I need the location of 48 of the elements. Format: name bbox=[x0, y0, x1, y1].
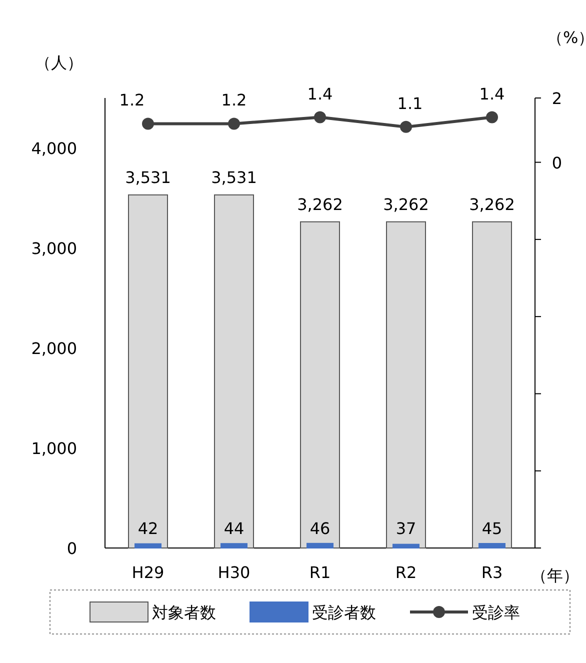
legend-label: 受診率 bbox=[472, 603, 520, 622]
data-label: 1.4 bbox=[479, 84, 505, 104]
x-axis-title: （年） bbox=[531, 566, 579, 585]
bar bbox=[300, 221, 340, 548]
data-label: 44 bbox=[224, 519, 244, 538]
data-label: 37 bbox=[396, 519, 416, 538]
bar bbox=[472, 221, 512, 548]
point bbox=[228, 118, 240, 130]
x-tick-label: R1 bbox=[309, 563, 331, 582]
y-tick-label: 2,000 bbox=[31, 339, 77, 358]
data-label: 3,531 bbox=[125, 168, 171, 187]
y2-tick-label: 0 bbox=[552, 153, 562, 172]
bar bbox=[306, 542, 334, 548]
legend-label: 受診者数 bbox=[312, 603, 376, 622]
y-tick-label: 0 bbox=[66, 539, 77, 558]
x-tick-label: H30 bbox=[218, 563, 250, 582]
data-label: 1.1 bbox=[397, 94, 423, 113]
x-tick-label: R2 bbox=[395, 563, 417, 582]
data-label: 3,531 bbox=[211, 168, 257, 187]
y-axis-title: （人） bbox=[35, 53, 83, 72]
bar bbox=[386, 221, 426, 548]
data-label: 1.4 bbox=[307, 84, 333, 104]
data-label: 1.2 bbox=[221, 90, 247, 110]
legend-label: 対象者数 bbox=[152, 603, 216, 622]
data-label: 42 bbox=[138, 519, 158, 538]
y-tick-label: 4,000 bbox=[31, 139, 77, 158]
data-label: 3,262 bbox=[469, 194, 515, 214]
point bbox=[486, 111, 498, 124]
y-tick-label: 1,000 bbox=[31, 439, 77, 458]
bar bbox=[134, 543, 162, 548]
point bbox=[400, 120, 412, 133]
data-label: 45 bbox=[482, 519, 502, 538]
x-tick-label: H29 bbox=[132, 563, 164, 582]
bar bbox=[220, 543, 248, 548]
y2-tick-label: 2 bbox=[552, 89, 562, 108]
bar bbox=[392, 544, 420, 548]
data-label: 46 bbox=[310, 519, 330, 538]
point bbox=[314, 111, 326, 124]
data-label: 3,262 bbox=[383, 194, 429, 214]
bar bbox=[478, 543, 506, 548]
data-label: 1.2 bbox=[119, 90, 145, 110]
data-label: 3,262 bbox=[297, 194, 343, 214]
x-tick-label: R3 bbox=[481, 563, 503, 582]
point bbox=[142, 118, 154, 130]
y2-axis-title: （%） bbox=[547, 28, 586, 47]
bar bbox=[214, 194, 254, 548]
y-tick-label: 3,000 bbox=[31, 239, 77, 258]
bar bbox=[128, 194, 168, 548]
